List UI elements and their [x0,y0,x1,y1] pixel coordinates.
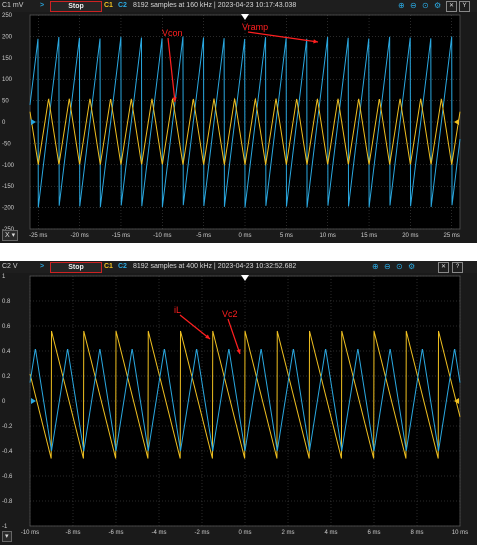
oscilloscope-panel-2: C2 V > Stop C1 C2 8192 samples at 400 kH… [0,261,477,545]
scope2-ground-marker-left-icon [31,398,36,404]
scope1-x-tick-label: -15 ms [112,233,130,239]
scope2-unit-label: C2 V [2,263,18,270]
scope2-y-tick-label: 1 [2,274,6,280]
scope1-y-tick-label: 150 [2,56,13,62]
scope1-ground-marker-right-icon [454,119,459,125]
scope2-x-axis-button[interactable]: ▾ [2,531,12,542]
scope1-series-c1 [29,97,461,167]
scope2-y-tick-label: -1 [2,524,8,530]
scope2-channel-c1-button[interactable]: C1 [104,263,113,270]
scope1-y-tick-label: -50 [2,141,11,147]
scope1-channel-c1-button[interactable]: C1 [104,2,113,9]
scope2-series-c2 [29,348,461,452]
scope2-y-tick-label: 0.2 [2,374,11,380]
scope2-y-tick-label: 0.4 [2,349,11,355]
help-icon[interactable]: ? [452,262,463,273]
scope1-run-arrow-button[interactable]: > [40,2,45,9]
scope1-x-tick-label: 10 ms [320,233,336,239]
scope1-x-tick-label: -5 ms [196,233,211,239]
scope1-x-tick-label: 0 ms [238,233,251,239]
close-icon[interactable]: ✕ [438,262,449,273]
scope2-ground-marker-right-icon [454,398,459,404]
scope1-x-tick-label: -20 ms [70,233,88,239]
scope2-x-tick-label: -6 ms [109,530,124,536]
scope1-y-tick-label: 0 [2,120,6,126]
scope2-status-text: 8192 samples at 400 kHz | 2023-04-23 10:… [133,263,297,270]
oscilloscope-panel-1: C1 mV > Stop C1 C2 8192 samples at 160 k… [0,0,477,243]
scope1-y-tick-label: -200 [2,206,15,212]
scope1-x-tick-label: 25 ms [444,233,460,239]
scope1-channel-c2-button[interactable]: C2 [118,2,127,9]
annotation-vcon-arrow-line [167,37,176,103]
scope2-y-tick-label: -0.2 [2,424,13,430]
annotation-vramp-label: Vramp [242,22,268,32]
scope2-trigger-marker-icon [241,275,249,281]
scope2-y-tick-label: 0 [2,399,6,405]
scope1-x-axis-button[interactable]: X ▾ [2,230,19,241]
scope1-y-tick-label: 100 [2,77,13,83]
scope2-toolbar: C2 V > Stop C1 C2 8192 samples at 400 kH… [0,261,477,273]
scope2-y-tick-label: 0.6 [2,324,11,330]
scope2-plot: 1 0.8 0.6 0.4 0.2 0 -0.2 -0.4 -0.6 -0.8 -1 -10 ms -8… [2,274,468,536]
scope1-x-tick-label: 5 ms [280,233,293,239]
scope1-toolbar: C1 mV > Stop C1 C2 8192 samples at 160 k… [0,0,477,12]
scope2-x-tick-label: 0 ms [238,530,251,536]
annotation-il-arrow-line [179,314,211,340]
scope1-unit-label: C1 mV [2,2,24,9]
scope2-x-tick-label: 2 ms [281,530,294,536]
annotation-vc2-arrowhead-icon [236,349,241,354]
zoom-out-icon[interactable]: ⊖ [384,262,391,271]
close-icon[interactable]: ✕ [446,1,457,12]
scope2-x-tick-label: -4 ms [152,530,167,536]
scope2-x-tick-label: -2 ms [195,530,210,536]
scope2-y-tick-label: -0.8 [2,499,13,505]
scope2-x-tick-label: 4 ms [324,530,337,536]
scope2-stop-button[interactable]: Stop [50,262,102,273]
scope1-y-tick-label: -100 [2,163,15,169]
zoom-fit-icon[interactable]: ⊙ [396,262,403,271]
annotation-vramp-arrow-line [247,31,319,43]
scope1-stop-button[interactable]: Stop [50,1,102,12]
settings-icon[interactable]: ⚙ [434,1,442,10]
scope1-y-tick-label: -150 [2,184,15,190]
scope2-series-c1 [29,330,461,459]
scope1-x-tick-label: -10 ms [153,233,171,239]
annotation-vcon-label: Vcon [162,28,183,38]
scope1-x-tick-label: 15 ms [361,233,377,239]
scope2-x-tick-label: 6 ms [367,530,380,536]
scope2-run-arrow-button[interactable]: > [40,263,45,270]
scope2-channel-c2-button[interactable]: C2 [118,263,127,270]
scope1-status-text: 8192 samples at 160 kHz | 2023-04-23 10:… [133,2,297,9]
annotation-vramp-arrowhead-icon [313,39,318,44]
scope2-x-tick-label: -8 ms [66,530,81,536]
scope1-x-label: X [5,232,10,239]
annotation-il-arrowhead-icon [205,334,210,339]
scope1-y-tick-label: 200 [2,34,13,40]
scope2-y-tick-label: 0.8 [2,299,11,305]
scope1-x-tick-label: 20 ms [402,233,418,239]
settings-icon[interactable]: ⚙ [408,262,416,271]
annotation-il-label: iL [174,305,181,315]
scope2-x-tick-label: 8 ms [410,530,423,536]
scope1-y-tick-label: 50 [2,99,9,105]
zoom-in-icon[interactable]: ⊕ [372,262,379,271]
scope1-ground-marker-left-icon [31,119,36,125]
zoom-out-icon[interactable]: ⊖ [410,1,417,10]
scope1-series-c2 [29,36,461,208]
y-axis-icon[interactable]: Y [459,1,470,12]
scope1-y-tick-label: 250 [2,13,13,19]
annotation-vc2-arrow-line [227,318,241,355]
scope2-y-tick-label: -0.6 [2,474,13,480]
scope1-x-tick-label: -25 ms [29,233,47,239]
scope2-y-tick-label: -0.4 [2,449,13,455]
scope1-trigger-marker-icon [241,14,249,20]
zoom-in-icon[interactable]: ⊕ [398,1,405,10]
annotation-vcon-arrowhead-icon [172,97,177,102]
zoom-fit-icon[interactable]: ⊙ [422,1,429,10]
scope2-x-tick-label: -10 ms [21,530,39,536]
annotation-vc2-label: Vc2 [222,309,238,319]
scope2-x-tick-label: 10 ms [452,530,468,536]
